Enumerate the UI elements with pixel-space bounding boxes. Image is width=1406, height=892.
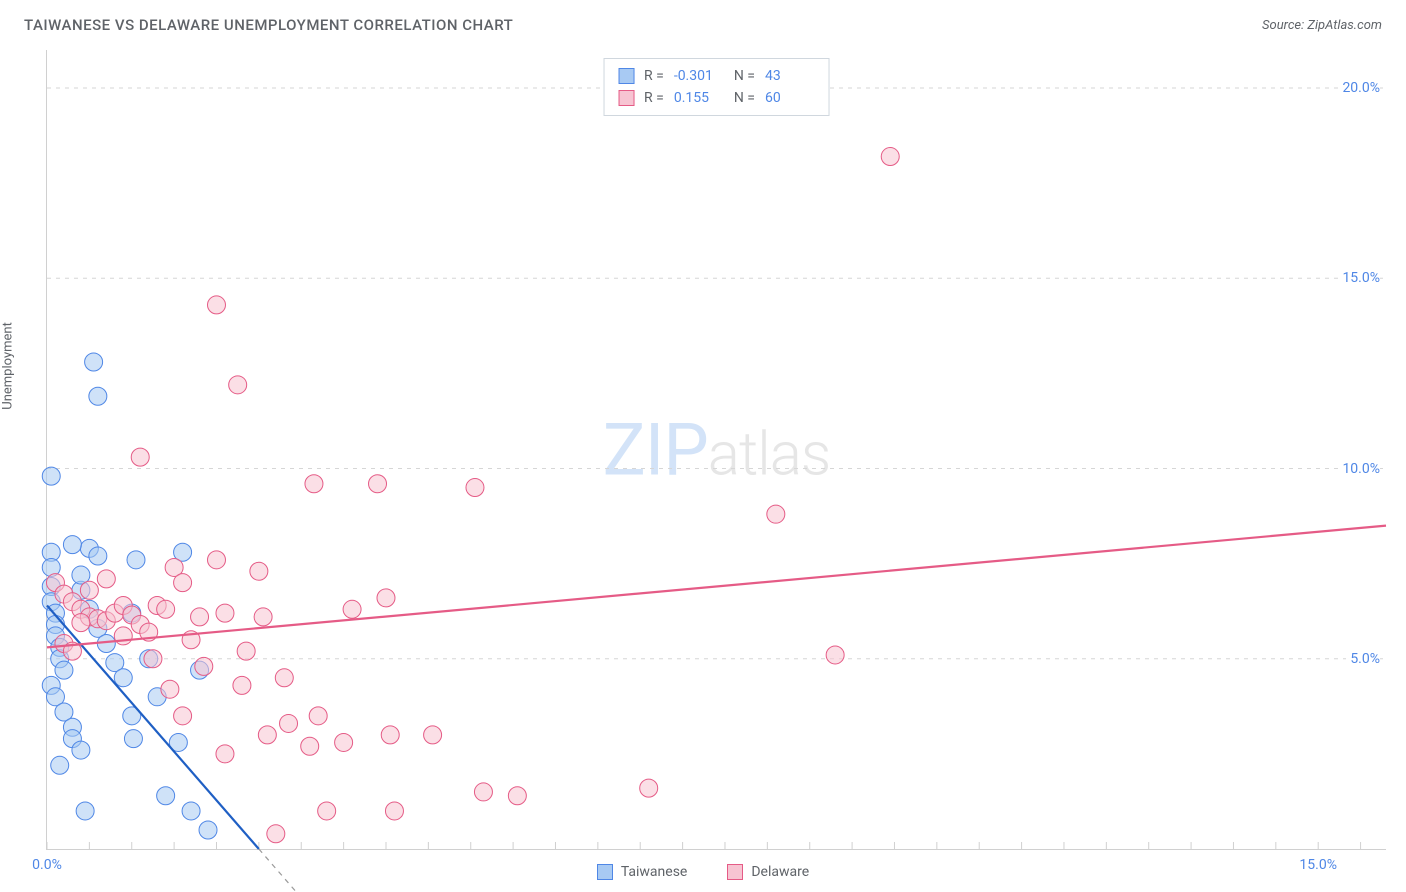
data-point bbox=[309, 707, 327, 725]
data-point bbox=[127, 551, 145, 569]
data-point bbox=[191, 608, 209, 626]
data-point bbox=[508, 787, 526, 805]
data-point bbox=[233, 676, 251, 694]
data-point bbox=[826, 646, 844, 664]
y-tick-label: 10.0% bbox=[1338, 461, 1380, 477]
data-point bbox=[305, 475, 323, 493]
data-point bbox=[42, 467, 60, 485]
y-tick-label: 5.0% bbox=[1346, 651, 1380, 667]
r-value-delaware: 0.155 bbox=[674, 87, 724, 109]
data-point bbox=[131, 448, 149, 466]
regression-line bbox=[47, 526, 1386, 648]
swatch-delaware-icon bbox=[618, 90, 634, 106]
data-point bbox=[335, 733, 353, 751]
data-point bbox=[174, 707, 192, 725]
stats-row-taiwanese: R = -0.301 N = 43 bbox=[618, 65, 815, 87]
data-point bbox=[424, 726, 442, 744]
data-point bbox=[216, 604, 234, 622]
plot-area: ZIPatlas R = -0.301 N = 43 R = 0.155 N =… bbox=[46, 50, 1386, 850]
data-point bbox=[161, 680, 179, 698]
legend-label-taiwanese: Taiwanese bbox=[621, 864, 688, 880]
data-point bbox=[174, 574, 192, 592]
data-point bbox=[881, 148, 899, 166]
n-value-taiwanese: 43 bbox=[765, 65, 815, 87]
data-point bbox=[343, 600, 361, 618]
bottom-legend: Taiwanese Delaware bbox=[0, 864, 1406, 880]
r-label: R = bbox=[644, 87, 664, 109]
data-point bbox=[199, 821, 217, 839]
data-point bbox=[466, 479, 484, 497]
data-point bbox=[640, 779, 658, 797]
data-point bbox=[157, 600, 175, 618]
swatch-delaware-icon bbox=[727, 864, 743, 880]
data-point bbox=[381, 726, 399, 744]
data-point bbox=[267, 825, 285, 843]
plot-svg bbox=[47, 50, 1386, 849]
data-point bbox=[72, 741, 90, 759]
data-point bbox=[76, 802, 94, 820]
data-point bbox=[275, 669, 293, 687]
legend-item-delaware: Delaware bbox=[727, 864, 809, 880]
data-point bbox=[157, 787, 175, 805]
n-label: N = bbox=[734, 65, 755, 87]
data-point bbox=[254, 608, 272, 626]
y-axis-label: Unemployment bbox=[1, 322, 16, 410]
y-tick-label: 15.0% bbox=[1338, 270, 1380, 286]
data-point bbox=[89, 547, 107, 565]
data-point bbox=[237, 642, 255, 660]
data-point bbox=[97, 570, 115, 588]
stats-legend-box: R = -0.301 N = 43 R = 0.155 N = 60 bbox=[603, 58, 830, 116]
data-point bbox=[250, 562, 268, 580]
stats-row-delaware: R = 0.155 N = 60 bbox=[618, 87, 815, 109]
data-point bbox=[318, 802, 336, 820]
data-point bbox=[385, 802, 403, 820]
swatch-taiwanese-icon bbox=[618, 68, 634, 84]
data-point bbox=[767, 505, 785, 523]
data-point bbox=[216, 745, 234, 763]
data-point bbox=[63, 536, 81, 554]
data-point bbox=[301, 737, 319, 755]
data-point bbox=[144, 650, 162, 668]
data-point bbox=[377, 589, 395, 607]
data-point bbox=[114, 627, 132, 645]
legend-item-taiwanese: Taiwanese bbox=[597, 864, 688, 880]
data-point bbox=[207, 551, 225, 569]
n-value-delaware: 60 bbox=[765, 87, 815, 109]
data-point bbox=[85, 353, 103, 371]
n-label: N = bbox=[734, 87, 755, 109]
r-label: R = bbox=[644, 65, 664, 87]
legend-label-delaware: Delaware bbox=[751, 864, 809, 880]
y-tick-label: 20.0% bbox=[1338, 80, 1380, 96]
data-point bbox=[229, 376, 247, 394]
data-point bbox=[124, 730, 142, 748]
data-point bbox=[195, 657, 213, 675]
data-point bbox=[182, 802, 200, 820]
data-point bbox=[258, 726, 276, 744]
data-point bbox=[474, 783, 492, 801]
chart-title: TAIWANESE VS DELAWARE UNEMPLOYMENT CORRE… bbox=[24, 16, 513, 34]
data-point bbox=[114, 669, 132, 687]
r-value-taiwanese: -0.301 bbox=[674, 65, 724, 87]
data-point bbox=[207, 296, 225, 314]
data-point bbox=[89, 387, 107, 405]
source-attribution: Source: ZipAtlas.com bbox=[1262, 18, 1382, 33]
data-point bbox=[72, 614, 90, 632]
data-point bbox=[51, 756, 69, 774]
swatch-taiwanese-icon bbox=[597, 864, 613, 880]
data-point bbox=[55, 661, 73, 679]
data-point bbox=[80, 581, 98, 599]
data-point bbox=[369, 475, 387, 493]
data-point bbox=[280, 714, 298, 732]
